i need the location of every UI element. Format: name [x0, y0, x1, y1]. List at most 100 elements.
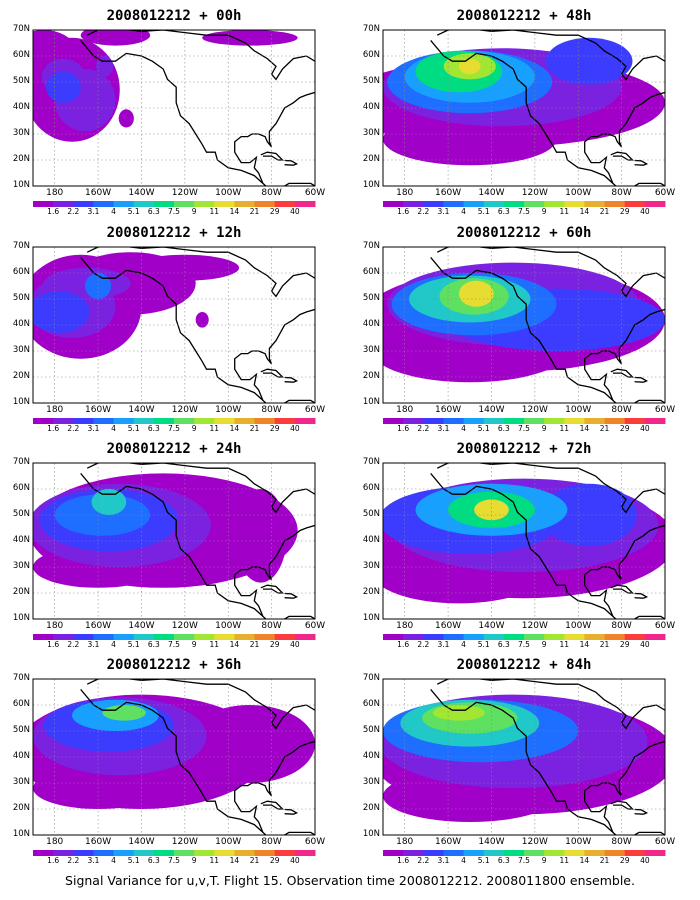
variance-contour: [85, 273, 112, 299]
colorbar-swatch: [604, 634, 626, 640]
colorbar-label: 3.1: [87, 640, 100, 649]
colorbar: [383, 850, 666, 856]
plot-frame: [382, 29, 666, 187]
colorbar-swatch: [624, 201, 646, 207]
colorbar-label: 2.2: [417, 207, 430, 216]
colorbar-label: 11: [209, 640, 220, 649]
colorbar-label: 14: [229, 207, 240, 216]
colorbar-swatch: [274, 850, 296, 856]
colorbar-swatch: [443, 201, 465, 207]
colorbar-swatch: [93, 850, 115, 856]
map-panel: [382, 462, 666, 620]
colorbar-swatch: [604, 201, 626, 207]
lon-tick-label: 60W: [304, 621, 326, 631]
colorbar-label: 4: [111, 856, 116, 865]
colorbar-label: 14: [579, 640, 590, 649]
colorbar-swatch: [93, 418, 115, 424]
colorbar-swatch: [463, 201, 485, 207]
colorbar-swatch: [93, 201, 115, 207]
colorbar-label: 29: [619, 424, 630, 433]
lon-tick-label: 100W: [565, 188, 592, 198]
coastline: [430, 679, 665, 835]
lat-tick-label: 30N: [12, 345, 30, 355]
lon-tick-label: 60W: [654, 621, 676, 631]
colorbar-label: 40: [290, 856, 300, 865]
panel-title: 2008012212 + 72h: [456, 441, 592, 457]
panel-title: 2008012212 + 36h: [106, 657, 242, 673]
colorbar-swatch: [214, 850, 235, 856]
coastline-path: [430, 472, 665, 619]
lon-tick-label: 180: [396, 188, 414, 198]
lon-tick-label: 140W: [128, 621, 155, 631]
colorbar: [383, 418, 666, 424]
colorbar-swatch: [174, 201, 195, 207]
lon-tick-label: 180: [46, 405, 64, 415]
lat-tick-label: 70N: [362, 673, 380, 683]
lon-tick-label: 180: [396, 621, 414, 631]
colorbar-label: 1.6: [47, 856, 60, 865]
colorbar-swatch: [584, 201, 606, 207]
lon-tick-label: 160W: [435, 621, 462, 631]
colorbar-swatch: [403, 850, 424, 856]
colorbar-label: 21: [249, 207, 260, 216]
colorbar-swatch: [73, 201, 94, 207]
lon-tick-label: 140W: [128, 405, 155, 415]
lat-tick-label: 20N: [12, 371, 30, 381]
colorbar-swatch: [463, 418, 485, 424]
colorbar-label: 6.3: [497, 207, 510, 216]
lat-tick-label: 20N: [362, 587, 380, 597]
lon-tick-label: 120W: [171, 188, 198, 198]
lat-tick-label: 40N: [12, 102, 30, 112]
coastline-path: [584, 524, 665, 617]
coastline-path: [86, 30, 315, 81]
colorbar-label: 14: [229, 640, 240, 649]
colorbar-swatch: [294, 418, 316, 424]
colorbar-label: 9: [191, 207, 197, 216]
colorbar-swatch: [584, 418, 606, 424]
lon-tick-label: 160W: [85, 188, 112, 198]
variance-contour: [118, 109, 134, 128]
lon-tick-label: 100W: [565, 405, 592, 415]
colorbar-label: 7.5: [168, 207, 180, 216]
colorbar-label: 2.2: [417, 640, 430, 649]
lon-tick-label: 160W: [435, 405, 462, 415]
lon-tick-label: 120W: [521, 405, 548, 415]
colorbar-swatch: [153, 850, 175, 856]
lon-tick-label: 100W: [215, 405, 242, 415]
colorbar-swatch: [274, 201, 296, 207]
colorbar-swatch: [483, 201, 505, 207]
lon-tick-label: 140W: [478, 188, 505, 198]
coastline-path: [634, 159, 649, 166]
coastline-path: [436, 30, 665, 81]
colorbar-label: 40: [640, 640, 650, 649]
colorbar-swatch: [153, 634, 175, 640]
lat-tick-label: 60N: [362, 699, 380, 709]
coastline: [80, 679, 315, 835]
colorbar-swatch: [524, 634, 545, 640]
variance-contour: [545, 37, 633, 85]
colorbar-label: 14: [579, 856, 590, 865]
colorbar-swatch: [294, 850, 316, 856]
colorbar-swatch: [644, 850, 666, 856]
map-panel: [382, 246, 666, 404]
coastline-path: [634, 376, 649, 383]
colorbar-label: 14: [579, 207, 590, 216]
colorbar-label: 7.5: [168, 424, 180, 433]
colorbar-label: 4: [461, 856, 466, 865]
lat-tick-label: 10N: [362, 829, 380, 839]
colorbar-label: 29: [619, 856, 630, 865]
colorbar-label: 3.1: [87, 856, 100, 865]
plot-frame: [32, 678, 316, 836]
lon-tick-label: 60W: [304, 405, 326, 415]
colorbar-swatch: [33, 850, 54, 856]
colorbar-label: 1.6: [397, 207, 410, 216]
colorbar-label: 40: [640, 856, 650, 865]
colorbar-swatch: [234, 850, 256, 856]
colorbar-swatch: [234, 418, 256, 424]
panel-title: 2008012212 + 60h: [456, 225, 592, 241]
colorbar-label: 11: [559, 424, 570, 433]
coastline: [430, 247, 665, 403]
coastline-path: [86, 679, 315, 730]
colorbar-label: 2.2: [417, 856, 430, 865]
variance-field: [33, 252, 240, 359]
